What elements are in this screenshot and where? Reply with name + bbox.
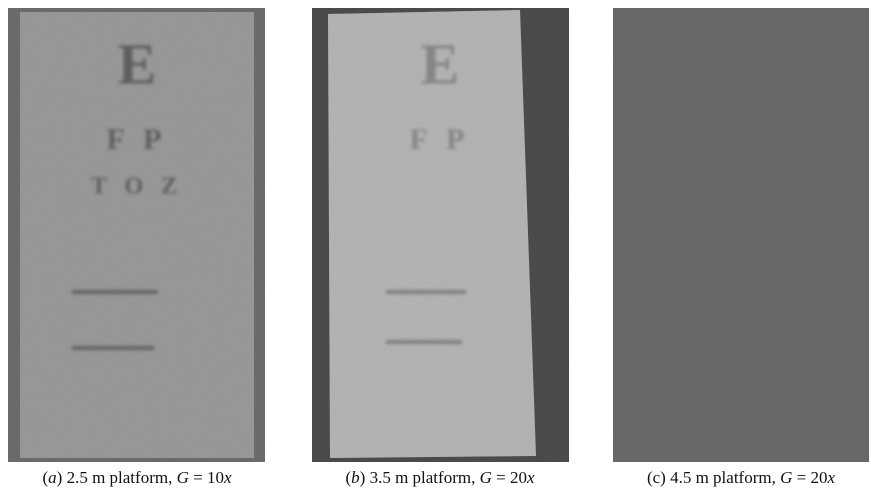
caption-part: x [826,468,835,487]
chart-letters: F P [106,123,167,156]
caption-part: x [526,468,535,487]
figure: E F P T O Z (a) 2.5 m platform, G = 10x E F P… [0,0,871,491]
caption: (b) 3.5 m platform, G = 20x [345,468,534,487]
caption-part: = 10 [189,468,224,487]
caption-part: ) 3.5 m platform, [360,468,480,487]
caption-part: x [223,468,232,487]
caption-part: G [177,468,189,487]
chart-letters: F P [409,123,470,156]
photo-c [613,8,869,462]
caption-part: b [351,468,360,487]
caption: (c) 4.5 m platform, G = 20x [647,468,836,487]
caption-part: a [48,468,57,487]
chart-letters: T O Z [91,174,183,200]
caption-part: G [780,468,792,487]
caption-part: = 20 [492,468,527,487]
caption-part: = 20 [792,468,827,487]
caption: (a) 2.5 m platform, G = 10x [42,468,231,487]
caption-part: G [480,468,492,487]
caption-part: (c) 4.5 m platform, [647,468,780,487]
caption-part: ) 2.5 m platform, [57,468,177,487]
chart-letters: E [118,31,157,96]
page: E F P T O Z (a) 2.5 m platform, G = 10x E F P… [0,0,871,491]
chart-letters: E [421,31,460,96]
